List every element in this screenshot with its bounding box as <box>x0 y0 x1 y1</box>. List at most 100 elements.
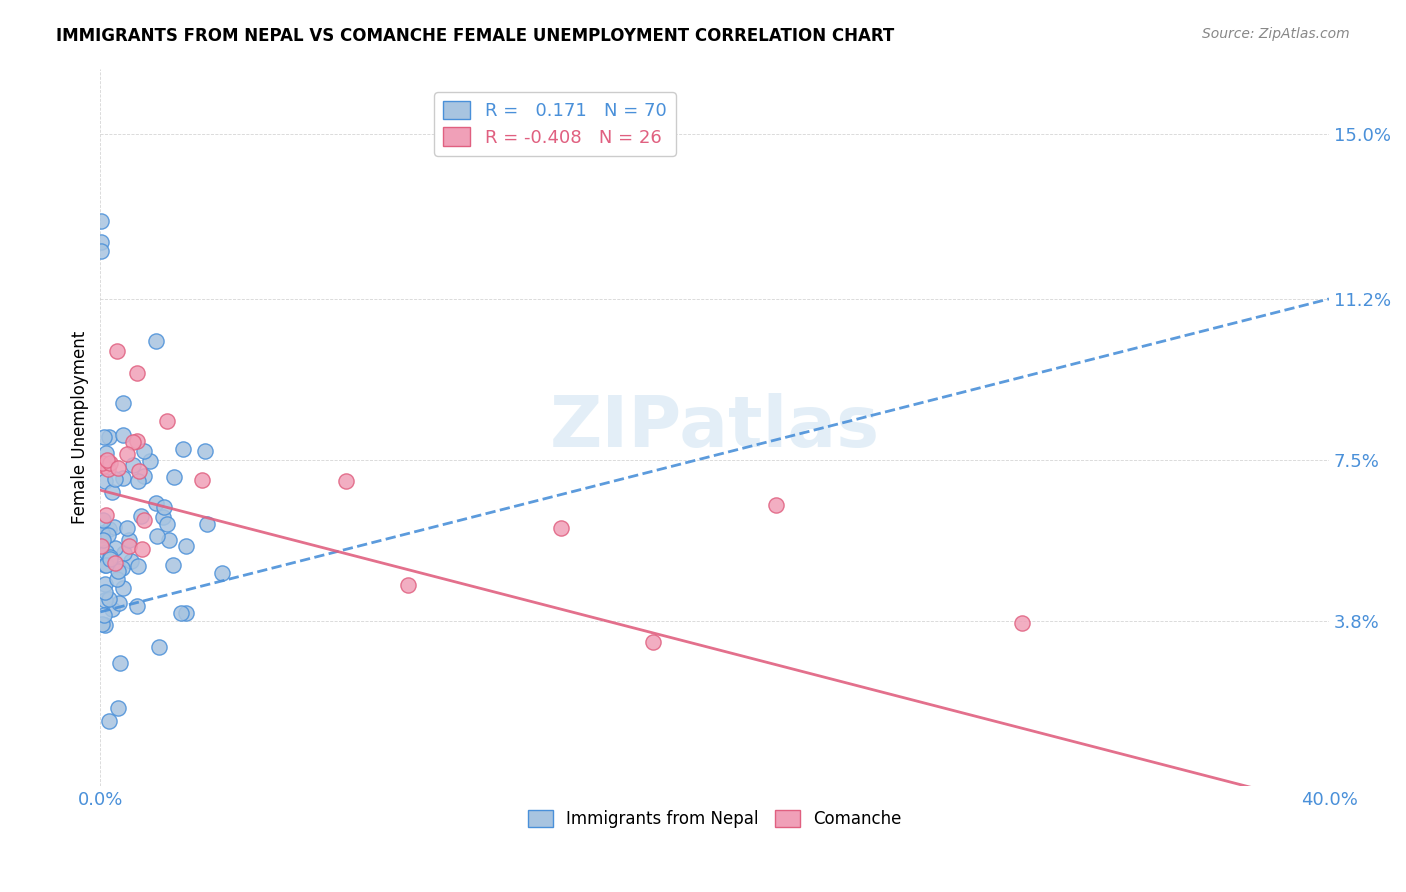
Point <box>550 521 572 535</box>
Point <box>94 558 117 572</box>
Point <box>108 656 131 670</box>
Point <box>101 602 124 616</box>
Point <box>107 596 129 610</box>
Point <box>121 458 143 472</box>
Point <box>145 334 167 349</box>
Point <box>93 618 115 632</box>
Point <box>107 701 129 715</box>
Point <box>148 640 170 654</box>
Point <box>139 454 162 468</box>
Point <box>90 244 112 258</box>
Point <box>94 593 117 607</box>
Point <box>90 213 112 227</box>
Point <box>115 521 138 535</box>
Point <box>146 529 169 543</box>
Point <box>104 541 127 555</box>
Point <box>127 366 149 380</box>
Point <box>112 546 135 560</box>
Point <box>128 464 150 478</box>
Point <box>111 471 134 485</box>
Point <box>132 443 155 458</box>
Point <box>157 533 180 548</box>
Point <box>97 528 120 542</box>
Point <box>93 608 115 623</box>
Point <box>122 435 145 450</box>
Point <box>97 461 120 475</box>
Point <box>91 513 114 527</box>
Point <box>107 564 129 578</box>
Point <box>104 556 127 570</box>
Point <box>103 519 125 533</box>
Point <box>117 539 139 553</box>
Text: IMMIGRANTS FROM NEPAL VS COMANCHE FEMALE UNEMPLOYMENT CORRELATION CHART: IMMIGRANTS FROM NEPAL VS COMANCHE FEMALE… <box>56 27 894 45</box>
Point <box>112 427 135 442</box>
Point <box>335 475 357 489</box>
Point <box>93 458 115 473</box>
Point <box>94 508 117 522</box>
Point <box>127 475 149 489</box>
Point <box>90 528 112 542</box>
Point <box>104 472 127 486</box>
Point <box>94 585 117 599</box>
Point <box>120 554 142 568</box>
Point <box>396 578 419 592</box>
Point <box>105 572 128 586</box>
Point <box>176 606 198 620</box>
Point <box>90 235 112 250</box>
Legend: Immigrants from Nepal, Comanche: Immigrants from Nepal, Comanche <box>520 804 908 835</box>
Point <box>100 484 122 499</box>
Point <box>98 591 121 606</box>
Point <box>96 453 118 467</box>
Point <box>1011 616 1033 631</box>
Point <box>211 566 233 580</box>
Point <box>118 533 141 548</box>
Point <box>194 444 217 458</box>
Point <box>90 539 112 553</box>
Point <box>94 474 117 488</box>
Point <box>111 581 134 595</box>
Point <box>152 510 174 524</box>
Point <box>163 470 186 484</box>
Point <box>111 396 134 410</box>
Point <box>191 474 214 488</box>
Point <box>153 500 176 514</box>
Text: Source: ZipAtlas.com: Source: ZipAtlas.com <box>1202 27 1350 41</box>
Point <box>129 508 152 523</box>
Point <box>90 457 112 471</box>
Point <box>765 498 787 512</box>
Point <box>111 561 134 575</box>
Point <box>97 430 120 444</box>
Point <box>174 539 197 553</box>
Point <box>94 545 117 559</box>
Point <box>197 516 219 531</box>
Point <box>93 577 115 591</box>
Point <box>107 461 129 475</box>
Point <box>127 559 149 574</box>
Point <box>93 430 115 444</box>
Point <box>98 456 121 470</box>
Point <box>96 445 118 459</box>
Point <box>145 496 167 510</box>
Point <box>98 522 121 536</box>
Point <box>97 714 120 728</box>
Point <box>125 599 148 614</box>
Point <box>98 549 121 564</box>
Point <box>91 533 114 548</box>
Point <box>132 513 155 527</box>
Point <box>115 447 138 461</box>
Point <box>156 414 179 428</box>
Point <box>156 517 179 532</box>
Point <box>131 542 153 557</box>
Point <box>643 634 665 648</box>
Point <box>170 607 193 621</box>
Text: ZIPatlas: ZIPatlas <box>550 392 880 462</box>
Point <box>134 469 156 483</box>
Point <box>94 558 117 572</box>
Point <box>162 558 184 572</box>
Y-axis label: Female Unemployment: Female Unemployment <box>72 331 89 524</box>
Point <box>90 526 112 541</box>
Point <box>91 617 114 632</box>
Point <box>98 552 121 566</box>
Point <box>127 434 149 449</box>
Point <box>105 344 128 359</box>
